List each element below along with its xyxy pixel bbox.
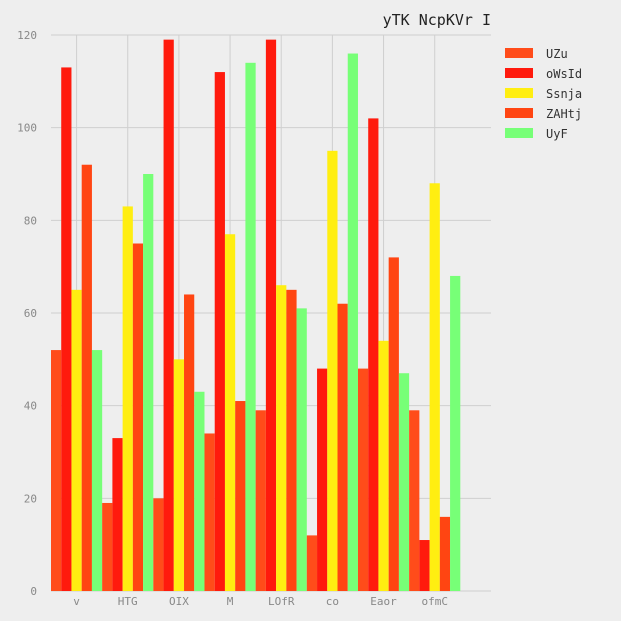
bar bbox=[419, 540, 430, 591]
x-tick-label: LOfR bbox=[268, 595, 295, 608]
bar bbox=[143, 174, 154, 591]
bar bbox=[214, 72, 225, 591]
x-tick-label: co bbox=[326, 595, 339, 608]
y-tick-label: 20 bbox=[24, 492, 37, 505]
legend-label: UZu bbox=[546, 47, 568, 61]
bar bbox=[255, 410, 266, 591]
bars bbox=[51, 39, 461, 592]
bar bbox=[398, 373, 410, 591]
x-tick-label: HTG bbox=[118, 595, 138, 608]
legend-label: UyF bbox=[546, 127, 568, 141]
y-tick-label: 120 bbox=[17, 29, 37, 42]
bar bbox=[286, 289, 297, 591]
x-axis-ticks: v HTG OIX M LOfR co Eaor ofmC bbox=[73, 595, 448, 608]
bar bbox=[132, 243, 144, 591]
y-tick-label: 0 bbox=[30, 585, 37, 598]
legend-label: Ssnja bbox=[546, 87, 582, 101]
bar bbox=[337, 303, 348, 591]
bar bbox=[357, 368, 369, 591]
bar bbox=[153, 498, 164, 591]
legend-swatch bbox=[505, 108, 533, 118]
bar bbox=[265, 39, 277, 591]
bar bbox=[61, 67, 72, 592]
y-axis-ticks: 0 20 40 60 80 100 120 bbox=[17, 29, 37, 598]
bar bbox=[317, 368, 328, 591]
legend-label: oWsId bbox=[546, 67, 582, 81]
bar bbox=[81, 164, 92, 592]
bar bbox=[51, 350, 62, 591]
x-tick-label: Eaor bbox=[370, 595, 397, 608]
bar bbox=[204, 433, 215, 591]
x-tick-label: v bbox=[73, 595, 80, 608]
bar bbox=[429, 183, 440, 591]
bar bbox=[378, 340, 389, 591]
y-tick-label: 80 bbox=[24, 214, 37, 227]
bar bbox=[184, 294, 195, 591]
bar bbox=[327, 150, 338, 591]
bar bbox=[347, 53, 358, 591]
bar bbox=[112, 438, 123, 591]
bar bbox=[235, 401, 246, 591]
y-tick-label: 60 bbox=[24, 307, 37, 320]
bar bbox=[296, 308, 307, 591]
chart-title: yTK NcpKVr I bbox=[383, 11, 491, 29]
legend-swatch bbox=[505, 128, 533, 138]
legend-swatch bbox=[505, 48, 533, 58]
bar bbox=[194, 391, 205, 591]
bar bbox=[102, 502, 113, 591]
legend-swatch bbox=[505, 68, 533, 78]
bar bbox=[224, 234, 236, 592]
bar bbox=[276, 285, 287, 591]
legend-label: ZAHtj bbox=[546, 107, 582, 121]
bar bbox=[163, 39, 174, 591]
bar bbox=[439, 516, 451, 591]
bar bbox=[450, 275, 461, 591]
bar bbox=[409, 410, 420, 591]
bar bbox=[173, 359, 185, 591]
legend: UZu oWsId Ssnja ZAHtj UyF bbox=[505, 47, 582, 141]
y-tick-label: 100 bbox=[17, 122, 37, 135]
legend-swatch bbox=[505, 88, 533, 98]
bar bbox=[388, 257, 399, 591]
bar bbox=[245, 62, 256, 592]
x-tick-label: OIX bbox=[169, 595, 189, 608]
bar bbox=[122, 206, 133, 591]
x-tick-label: ofmC bbox=[421, 595, 448, 608]
y-tick-label: 40 bbox=[24, 400, 37, 413]
bar bbox=[368, 118, 379, 592]
bar bbox=[306, 535, 318, 591]
bar bbox=[71, 289, 82, 591]
bar bbox=[91, 350, 103, 591]
x-tick-label: M bbox=[227, 595, 234, 608]
